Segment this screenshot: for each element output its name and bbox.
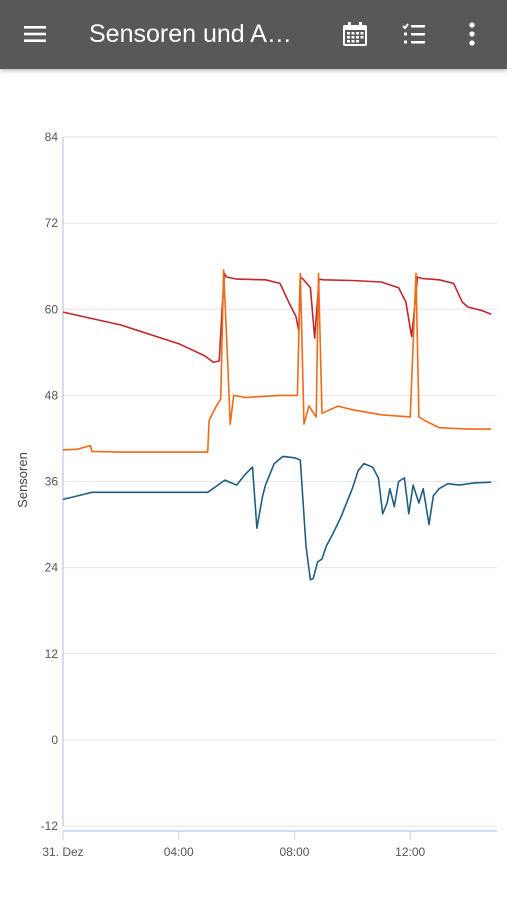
- calendar-icon: [343, 22, 367, 46]
- y-tick-label: 72: [45, 216, 59, 230]
- chart-area[interactable]: -12 0 12 24 36 48 60 72 84 31. Dez 04:00 08:00 12:0…: [0, 69, 507, 900]
- x-tick-label: 08:00: [279, 845, 309, 859]
- calendar-button[interactable]: [335, 14, 375, 54]
- y-axis-label: Sensoren: [15, 452, 30, 508]
- more-vert-icon: [469, 22, 475, 46]
- sensor-chart[interactable]: -12 0 12 24 36 48 60 72 84 31. Dez 04:00 08:00 12:0…: [0, 69, 507, 900]
- y-tick-label: 12: [45, 647, 59, 661]
- menu-icon: [24, 26, 46, 42]
- series-line-1: [62, 272, 492, 364]
- menu-button[interactable]: [15, 14, 55, 54]
- more-button[interactable]: [452, 14, 492, 54]
- list-button[interactable]: [394, 14, 434, 54]
- app-bar: Sensoren und A…: [0, 0, 507, 69]
- chart-series: [62, 268, 492, 581]
- y-tick-label: 36: [45, 475, 59, 489]
- y-tick-label: 60: [45, 302, 59, 316]
- y-tick-label: 24: [45, 561, 59, 575]
- y-tick-label: 48: [45, 388, 59, 402]
- y-tick-label: 0: [51, 733, 58, 747]
- series-line-3: [62, 455, 492, 581]
- page-title: Sensoren und A…: [89, 20, 292, 48]
- list-icon: [402, 23, 425, 44]
- x-tick-label: 31. Dez: [42, 845, 83, 859]
- chart-axes: [62, 137, 497, 832]
- y-tick-label: -12: [41, 819, 59, 833]
- x-tick-label: 12:00: [395, 845, 425, 859]
- x-tick-labels: 31. Dez 04:00 08:00 12:00: [42, 831, 426, 859]
- x-tick-label: 04:00: [164, 845, 194, 859]
- series-line-2: [62, 268, 492, 453]
- y-tick-label: 84: [45, 130, 59, 144]
- y-tick-labels: -12 0 12 24 36 48 60 72 84: [41, 130, 59, 833]
- chart-gridlines: [63, 136, 497, 827]
